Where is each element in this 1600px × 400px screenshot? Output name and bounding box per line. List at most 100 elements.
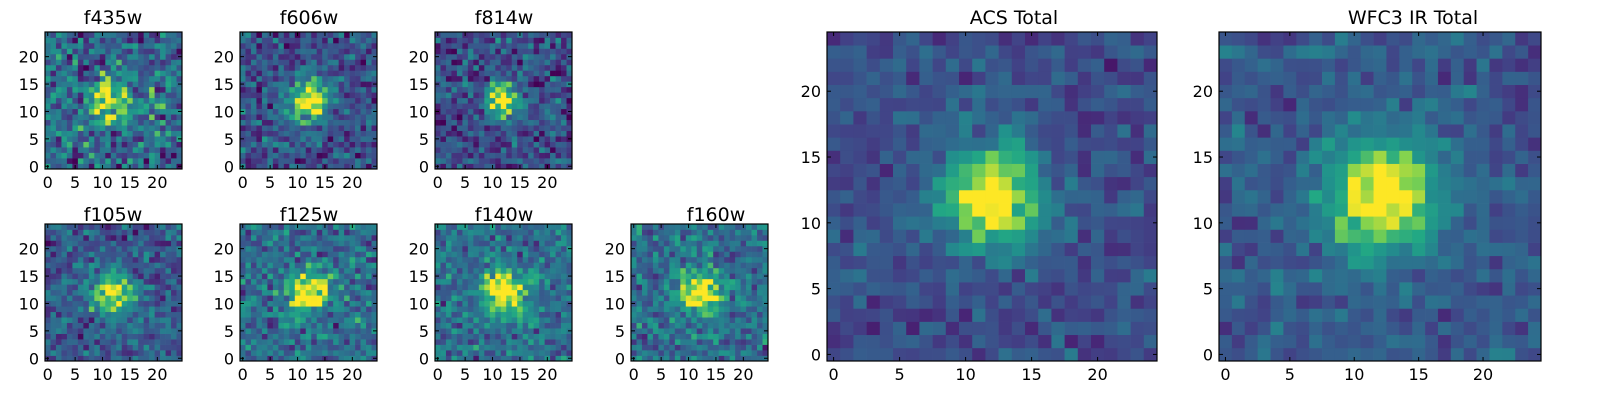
heatmap-cell — [757, 355, 763, 362]
heatmap-cell — [176, 32, 183, 38]
heatmap-cell — [932, 150, 947, 164]
heatmap-cell — [435, 114, 441, 121]
heatmap-cell — [138, 108, 144, 115]
heatmap-cell — [311, 311, 318, 318]
heatmap-cell — [440, 306, 447, 313]
heatmap-cell — [435, 306, 441, 313]
heatmap-cell — [149, 251, 155, 258]
heatmap-cell — [110, 59, 117, 66]
heatmap-cell — [1051, 308, 1065, 322]
heatmap-cell — [149, 53, 155, 60]
heatmap-cell — [316, 322, 323, 329]
x-tick-label: 5 — [70, 365, 80, 384]
heatmap-cell — [344, 245, 350, 252]
heatmap-cell — [729, 251, 736, 258]
heatmap-cell — [105, 114, 112, 121]
heatmap-cell — [544, 97, 551, 104]
heatmap-cell — [840, 347, 854, 362]
heatmap-cell — [50, 224, 57, 230]
heatmap-cell — [555, 328, 562, 334]
heatmap-cell — [45, 278, 51, 285]
heatmap-cell — [338, 355, 345, 362]
heatmap-cell — [658, 328, 665, 334]
heatmap-cell — [631, 267, 637, 274]
heatmap-cell — [533, 267, 540, 274]
heatmap-cell — [121, 273, 128, 280]
heatmap-cell — [344, 350, 350, 356]
heatmap-cell — [289, 48, 296, 55]
heatmap-cell — [1130, 347, 1145, 362]
heatmap-cell — [88, 289, 95, 296]
heatmap-cell — [663, 224, 670, 230]
heatmap-cell — [539, 278, 545, 285]
heatmap-cell — [333, 240, 339, 247]
heatmap-cell — [132, 355, 139, 362]
heatmap-cell — [484, 224, 491, 230]
y-tick-label: 5 — [29, 130, 39, 149]
heatmap-cell — [127, 300, 134, 307]
heatmap-cell — [533, 81, 540, 88]
heatmap-cell — [517, 234, 524, 241]
heatmap-cell — [544, 328, 551, 334]
heatmap-cell — [154, 108, 161, 115]
heatmap-cell — [866, 295, 881, 309]
heatmap-cell — [311, 284, 318, 291]
heatmap-cell — [467, 256, 474, 263]
heatmap-cell — [702, 339, 709, 345]
heatmap-cell — [160, 108, 166, 115]
heatmap-cell — [631, 229, 637, 236]
heatmap-cell — [322, 251, 329, 258]
heatmap-cell — [462, 267, 469, 274]
heatmap-cell — [663, 273, 670, 280]
heatmap-cell — [138, 147, 144, 153]
heatmap-cell — [696, 284, 703, 291]
heatmap-cell — [435, 317, 441, 323]
heatmap-cell — [1011, 268, 1026, 283]
heatmap-cell — [561, 339, 567, 345]
heatmap-cell — [528, 136, 534, 142]
heatmap-cell — [746, 273, 752, 280]
heatmap-cell — [138, 42, 144, 49]
heatmap-cell — [322, 311, 329, 318]
heatmap-cell — [110, 147, 117, 153]
heatmap-cell — [355, 300, 361, 307]
heatmap-cell — [827, 308, 841, 322]
heatmap-cell — [1077, 242, 1092, 257]
heatmap-cell — [349, 289, 356, 296]
heatmap-cell — [517, 344, 524, 351]
heatmap-cell — [278, 284, 285, 291]
heatmap-cell — [718, 350, 725, 356]
heatmap-cell — [294, 306, 301, 313]
heatmap-cell — [724, 262, 730, 269]
heatmap-cell — [751, 322, 758, 329]
heatmap-cell — [322, 37, 329, 44]
heatmap-cell — [919, 229, 933, 243]
heatmap-cell — [853, 268, 867, 283]
heatmap-cell — [154, 251, 161, 258]
heatmap-cell — [371, 267, 378, 274]
heatmap-cell — [360, 130, 367, 137]
heatmap-cell — [511, 75, 518, 82]
heatmap-cell — [94, 152, 101, 159]
heatmap-cell — [143, 42, 150, 49]
heatmap-cell — [528, 355, 534, 362]
heatmap-cell — [478, 251, 485, 258]
heatmap-cell — [456, 234, 463, 241]
heatmap-cell — [322, 295, 329, 302]
heatmap-cell — [256, 64, 263, 71]
heatmap-cell — [116, 75, 123, 82]
heatmap-cell — [171, 256, 177, 263]
heatmap-cell — [631, 317, 637, 323]
heatmap-cell — [283, 97, 290, 104]
heatmap-cell — [55, 344, 62, 351]
heatmap-cell — [840, 242, 854, 257]
heatmap-cell — [66, 262, 73, 269]
heatmap-cell — [66, 278, 73, 285]
heatmap-cell — [355, 86, 361, 93]
heatmap-cell — [327, 125, 334, 131]
heatmap-cell — [143, 86, 150, 93]
heatmap-cell — [506, 350, 513, 356]
heatmap-cell — [355, 42, 361, 49]
heatmap-cell — [261, 344, 268, 351]
heatmap-cell — [256, 136, 263, 142]
